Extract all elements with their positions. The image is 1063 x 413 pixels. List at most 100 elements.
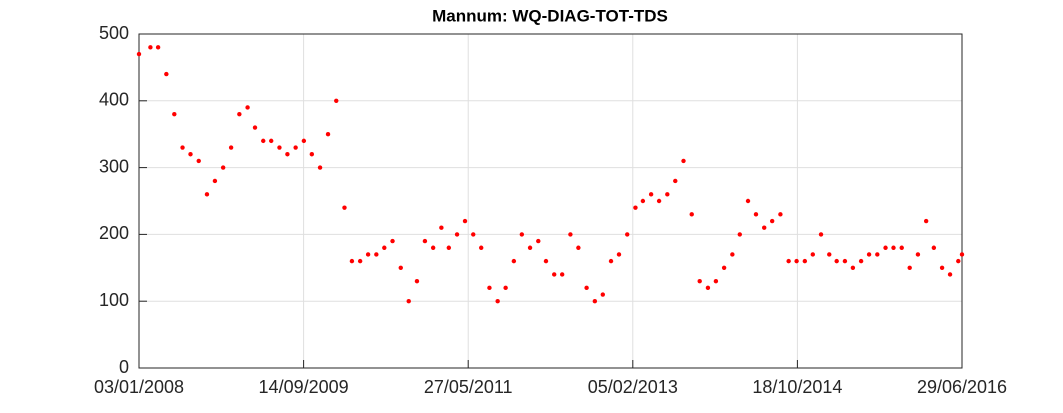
data-point [673, 178, 678, 184]
x-tick-label: 14/09/2009 [259, 377, 349, 397]
data-point [414, 278, 420, 284]
data-point [745, 198, 751, 204]
x-tick-label: 29/06/2016 [917, 377, 1007, 397]
data-point [155, 45, 161, 50]
data-point [317, 165, 323, 170]
data-point [269, 138, 274, 144]
x-tick-label: 03/01/2008 [94, 377, 184, 397]
data-point [899, 245, 904, 250]
data-point [406, 299, 411, 304]
data-point [519, 232, 525, 237]
data-point [212, 178, 218, 184]
data-point [487, 285, 492, 291]
data-point [568, 232, 573, 237]
data-point [858, 258, 864, 264]
data-point [180, 145, 185, 150]
data-point [204, 192, 210, 197]
x-tick-label: 18/10/2014 [752, 377, 842, 397]
data-point [325, 132, 331, 137]
data-point [527, 245, 533, 250]
data-point [689, 212, 694, 217]
data-point [374, 252, 379, 257]
data-point [778, 212, 783, 217]
data-point [730, 252, 735, 257]
data-point [220, 165, 226, 170]
data-point [584, 285, 589, 291]
data-point [188, 152, 193, 157]
data-point [592, 299, 598, 304]
data-point [342, 205, 347, 210]
data-point [959, 252, 965, 257]
data-point [552, 272, 557, 277]
data-point [947, 272, 953, 277]
data-point [625, 232, 630, 237]
data-point [633, 205, 638, 210]
data-point [422, 238, 428, 244]
data-point [536, 238, 541, 244]
data-point [915, 252, 921, 257]
data-point [923, 218, 929, 224]
data-point [697, 278, 702, 284]
data-point [285, 152, 290, 157]
data-point [511, 258, 517, 264]
data-point [883, 245, 888, 250]
data-point [576, 245, 581, 250]
y-tick-label: 200 [99, 223, 129, 243]
data-point [834, 258, 839, 264]
data-point [398, 265, 403, 270]
y-tick-label: 100 [99, 290, 129, 310]
data-point [891, 245, 896, 250]
data-point [616, 252, 622, 257]
x-tick-label: 05/02/2013 [588, 377, 678, 397]
data-point [164, 71, 169, 77]
data-point [196, 158, 201, 164]
data-point [293, 145, 298, 150]
data-point [228, 145, 234, 150]
data-point [875, 252, 880, 257]
data-point [810, 252, 815, 257]
data-point [245, 105, 250, 110]
plot-frame [138, 33, 963, 369]
data-point [237, 111, 242, 117]
data-point [365, 252, 371, 257]
y-tick-label: 500 [99, 23, 129, 43]
data-point [559, 272, 565, 277]
data-point [648, 192, 654, 197]
data-point [430, 245, 436, 250]
data-point [931, 245, 937, 250]
data-point [454, 232, 460, 237]
data-point [721, 265, 727, 270]
data-point [600, 292, 606, 297]
data-point [479, 245, 484, 250]
data-point [665, 192, 670, 197]
data-point [956, 258, 961, 264]
plot-area [139, 34, 962, 368]
data-point [382, 245, 387, 250]
data-point [762, 225, 767, 230]
data-point [148, 45, 153, 50]
data-point [252, 125, 258, 130]
data-point [737, 232, 742, 237]
data-point [794, 258, 799, 264]
y-tick-label: 300 [99, 156, 129, 176]
data-point [713, 278, 719, 284]
data-point [301, 138, 307, 144]
data-point [309, 152, 315, 157]
data-point [471, 232, 476, 237]
data-point [907, 265, 912, 270]
data-point [786, 258, 791, 264]
data-point [769, 218, 775, 224]
data-point [866, 252, 872, 257]
data-point [656, 198, 662, 204]
data-point [277, 145, 282, 150]
data-point [503, 285, 508, 291]
data-point [543, 258, 549, 264]
data-point [261, 138, 266, 144]
data-point [753, 212, 759, 217]
y-tick-label: 400 [99, 90, 129, 110]
data-point [136, 51, 142, 57]
data-point [172, 111, 177, 117]
data-point [462, 218, 468, 224]
data-point [608, 258, 614, 264]
